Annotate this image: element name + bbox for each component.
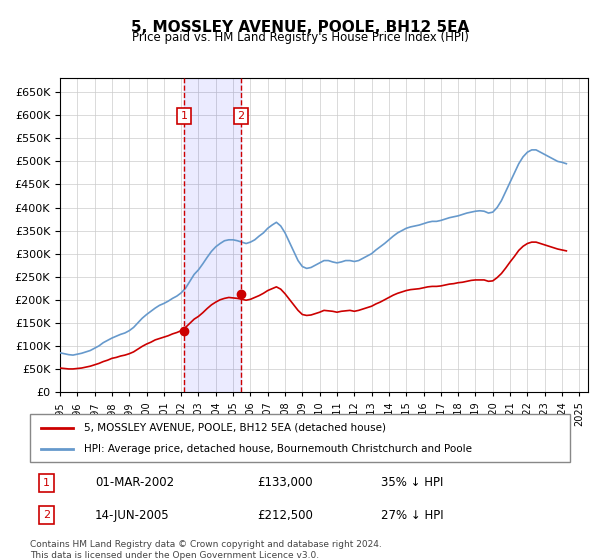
Text: 01-MAR-2002: 01-MAR-2002 [95, 477, 174, 489]
Text: 2: 2 [238, 111, 244, 121]
Text: Price paid vs. HM Land Registry's House Price Index (HPI): Price paid vs. HM Land Registry's House … [131, 31, 469, 44]
FancyBboxPatch shape [30, 414, 570, 462]
Bar [184, 78, 241, 392]
Text: 5, MOSSLEY AVENUE, POOLE, BH12 5EA (detached house): 5, MOSSLEY AVENUE, POOLE, BH12 5EA (deta… [84, 423, 386, 433]
Text: Contains HM Land Registry data © Crown copyright and database right 2024.
This d: Contains HM Land Registry data © Crown c… [30, 540, 382, 560]
Text: 1: 1 [181, 111, 188, 121]
Text: 27% ↓ HPI: 27% ↓ HPI [381, 508, 443, 521]
Text: 2: 2 [43, 510, 50, 520]
Text: HPI: Average price, detached house, Bournemouth Christchurch and Poole: HPI: Average price, detached house, Bour… [84, 444, 472, 454]
Text: 1: 1 [43, 478, 50, 488]
Text: 14-JUN-2005: 14-JUN-2005 [95, 508, 169, 521]
Text: £212,500: £212,500 [257, 508, 313, 521]
Text: 5, MOSSLEY AVENUE, POOLE, BH12 5EA: 5, MOSSLEY AVENUE, POOLE, BH12 5EA [131, 20, 469, 35]
Text: 35% ↓ HPI: 35% ↓ HPI [381, 477, 443, 489]
Text: £133,000: £133,000 [257, 477, 313, 489]
